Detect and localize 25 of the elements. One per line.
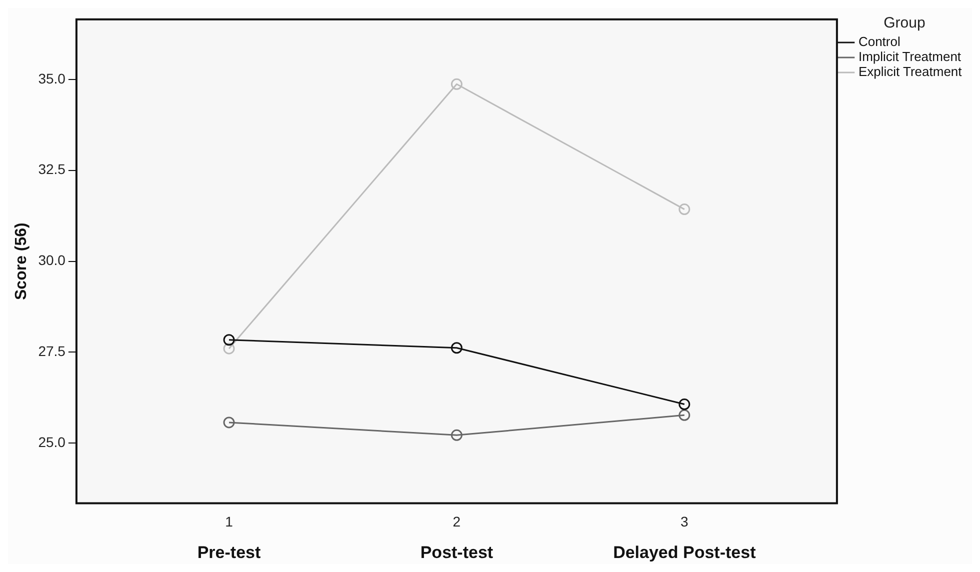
point	[678, 398, 690, 410]
point	[450, 342, 462, 354]
y-axis-title: Score (56)	[13, 222, 30, 300]
point	[223, 342, 235, 354]
y-tick-label: 35.0	[38, 70, 66, 86]
y-tick-label: 27.5	[38, 343, 66, 360]
point	[678, 409, 690, 421]
point	[450, 429, 462, 441]
point	[678, 204, 690, 216]
point	[223, 416, 235, 428]
text: Pre-test	[197, 543, 261, 562]
x-tick-label: 3	[680, 513, 688, 530]
point	[223, 334, 235, 346]
x-tick-label: 2	[452, 513, 461, 530]
legend-label: Implicit Treatment	[858, 49, 962, 64]
point	[450, 78, 462, 90]
x-tick-label: 1	[225, 513, 234, 530]
y-tick-label: 32.5	[38, 161, 66, 178]
y-tick-label: 30.0	[38, 252, 66, 268]
y-tick-label: 25.0	[38, 434, 66, 450]
legend-label: Explicit Treatment	[858, 64, 962, 80]
legend-title: Group	[884, 14, 926, 32]
legend-label: Control	[858, 34, 900, 50]
text: Post-test	[420, 543, 494, 562]
text: Delayed Post-test	[613, 543, 756, 562]
